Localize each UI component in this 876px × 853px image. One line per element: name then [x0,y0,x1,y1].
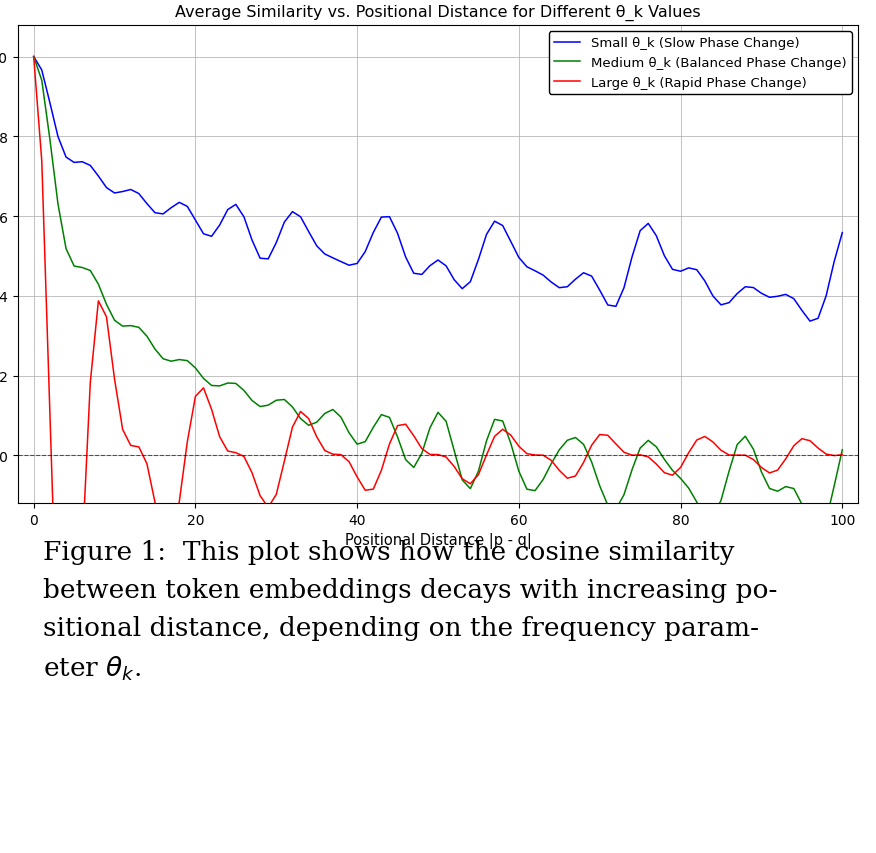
Small θ_k (Slow Phase Change) [513,253,524,264]
Large θ_k (Rapid Phase Change) [60,776,71,786]
Small θ_k (Slow Phase Change) [635,226,646,236]
Line: Large θ_k (Rapid Phase Change): Large θ_k (Rapid Phase Change) [33,57,843,781]
Medium θ_k (Balanced Phase Change) [400,455,411,465]
Medium θ_k (Balanced Phase Change) [513,467,524,477]
Small θ_k (Slow Phase Change) [28,52,39,62]
Medium θ_k (Balanced Phase Change) [28,52,39,62]
Small θ_k (Slow Phase Change) [595,286,605,296]
Medium θ_k (Balanced Phase Change) [230,379,241,389]
Text: Figure 1:  This plot shows how the cosine similarity
between token embeddings de: Figure 1: This plot shows how the cosine… [43,539,777,682]
Medium θ_k (Balanced Phase Change) [85,266,95,276]
Large θ_k (Rapid Phase Change) [522,449,533,459]
Large θ_k (Rapid Phase Change) [28,52,39,62]
Large θ_k (Rapid Phase Change) [643,452,653,462]
Line: Medium θ_k (Balanced Phase Change): Medium θ_k (Balanced Phase Change) [33,57,843,536]
X-axis label: Positional Distance |p - q|: Positional Distance |p - q| [344,533,532,548]
Medium θ_k (Balanced Phase Change) [813,531,823,541]
Large θ_k (Rapid Phase Change) [837,450,848,461]
Medium θ_k (Balanced Phase Change) [595,481,605,491]
Large θ_k (Rapid Phase Change) [603,431,613,441]
Small θ_k (Slow Phase Change) [85,161,95,171]
Small θ_k (Slow Phase Change) [230,200,241,211]
Legend: Small θ_k (Slow Phase Change), Medium θ_k (Balanced Phase Change), Large θ_k (Ra: Small θ_k (Slow Phase Change), Medium θ_… [548,32,851,95]
Line: Small θ_k (Slow Phase Change): Small θ_k (Slow Phase Change) [33,57,843,322]
Large θ_k (Rapid Phase Change) [93,296,103,306]
Small θ_k (Slow Phase Change) [805,316,816,327]
Small θ_k (Slow Phase Change) [400,252,411,263]
Large θ_k (Rapid Phase Change) [408,431,419,441]
Title: Average Similarity vs. Positional Distance for Different θ_k Values: Average Similarity vs. Positional Distan… [175,5,701,21]
Medium θ_k (Balanced Phase Change) [635,444,646,454]
Large θ_k (Rapid Phase Change) [238,452,249,462]
Medium θ_k (Balanced Phase Change) [837,445,848,456]
Small θ_k (Slow Phase Change) [837,229,848,239]
